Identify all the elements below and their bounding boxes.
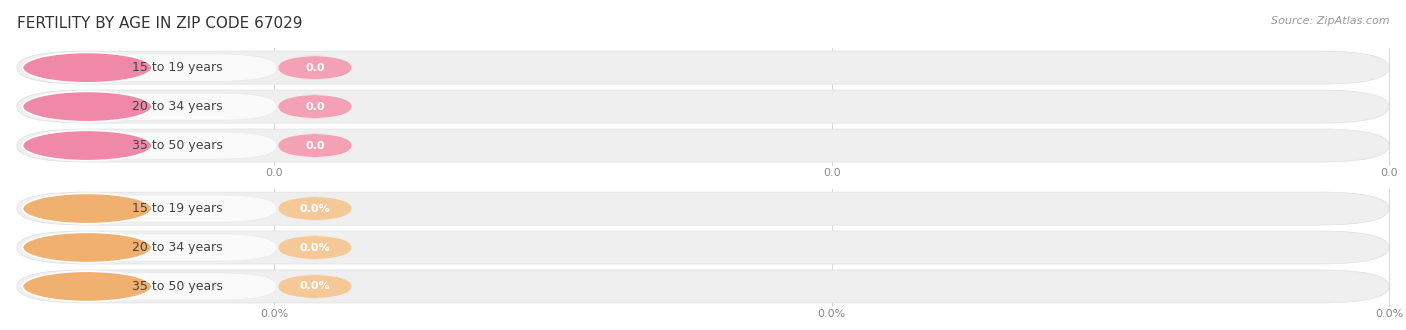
Circle shape	[22, 193, 152, 224]
Text: 0.0: 0.0	[305, 141, 325, 150]
FancyBboxPatch shape	[17, 90, 1389, 123]
Text: 20 to 34 years: 20 to 34 years	[132, 100, 222, 113]
Text: 0.0: 0.0	[823, 168, 841, 178]
FancyBboxPatch shape	[56, 234, 277, 261]
Text: 0.0%: 0.0%	[299, 204, 330, 214]
Text: 35 to 50 years: 35 to 50 years	[132, 280, 224, 293]
Text: 0.0%: 0.0%	[299, 281, 330, 291]
Text: 20 to 34 years: 20 to 34 years	[132, 241, 222, 254]
Circle shape	[22, 130, 152, 161]
Text: 0.0: 0.0	[1381, 168, 1398, 178]
FancyBboxPatch shape	[278, 95, 352, 118]
FancyBboxPatch shape	[17, 192, 1389, 225]
FancyBboxPatch shape	[17, 270, 1389, 303]
Text: 0.0: 0.0	[266, 168, 283, 178]
FancyBboxPatch shape	[17, 51, 1389, 84]
Circle shape	[22, 232, 152, 263]
Text: 15 to 19 years: 15 to 19 years	[132, 202, 222, 215]
Text: Source: ZipAtlas.com: Source: ZipAtlas.com	[1271, 16, 1389, 26]
Text: 0.0%: 0.0%	[817, 309, 846, 319]
FancyBboxPatch shape	[278, 134, 352, 157]
FancyBboxPatch shape	[278, 56, 352, 80]
Circle shape	[22, 52, 152, 83]
FancyBboxPatch shape	[278, 236, 352, 259]
FancyBboxPatch shape	[56, 54, 277, 81]
FancyBboxPatch shape	[17, 231, 1389, 264]
FancyBboxPatch shape	[56, 273, 277, 300]
FancyBboxPatch shape	[56, 132, 277, 159]
FancyBboxPatch shape	[56, 93, 277, 120]
FancyBboxPatch shape	[56, 195, 277, 222]
Text: 0.0: 0.0	[305, 63, 325, 73]
FancyBboxPatch shape	[278, 275, 352, 298]
FancyBboxPatch shape	[278, 197, 352, 220]
Text: 0.0%: 0.0%	[1375, 309, 1403, 319]
Text: FERTILITY BY AGE IN ZIP CODE 67029: FERTILITY BY AGE IN ZIP CODE 67029	[17, 16, 302, 31]
Circle shape	[22, 91, 152, 122]
FancyBboxPatch shape	[17, 129, 1389, 162]
Text: 15 to 19 years: 15 to 19 years	[132, 61, 222, 74]
Text: 0.0: 0.0	[305, 102, 325, 112]
Text: 0.0%: 0.0%	[299, 243, 330, 252]
Circle shape	[22, 271, 152, 302]
Text: 0.0%: 0.0%	[260, 309, 288, 319]
Text: 35 to 50 years: 35 to 50 years	[132, 139, 224, 152]
